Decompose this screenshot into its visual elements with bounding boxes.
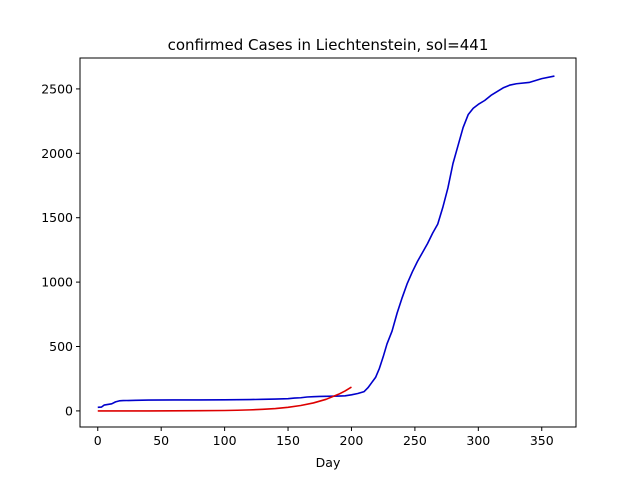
series-line-1 [97,75,555,409]
y-tick-label: 1500 [41,210,73,225]
x-tick-label: 50 [153,433,169,448]
x-axis-ticks: 0 50 100 150 200 250 300 350 [94,427,554,448]
y-axis-ticks: 0 500 1000 1500 2000 2500 [41,81,80,418]
x-tick-label: 100 [213,433,237,448]
series-line-2 [97,386,352,412]
y-tick-label: 2000 [41,146,73,161]
x-axis-label: Day [316,455,341,470]
x-tick-label: 0 [94,433,102,448]
y-tick-label: 0 [65,403,73,418]
y-tick-label: 500 [49,339,73,354]
plot-area-frame [79,57,577,428]
x-tick-label: 300 [466,433,490,448]
chart-title: confirmed Cases in Liechtenstein, sol=44… [168,36,489,54]
y-tick-label: 1000 [41,275,73,290]
series-layer [97,75,555,412]
x-tick-label: 350 [530,433,554,448]
x-tick-label: 250 [403,433,427,448]
x-tick-label: 150 [276,433,300,448]
x-tick-label: 200 [340,433,364,448]
y-tick-label: 2500 [41,81,73,96]
